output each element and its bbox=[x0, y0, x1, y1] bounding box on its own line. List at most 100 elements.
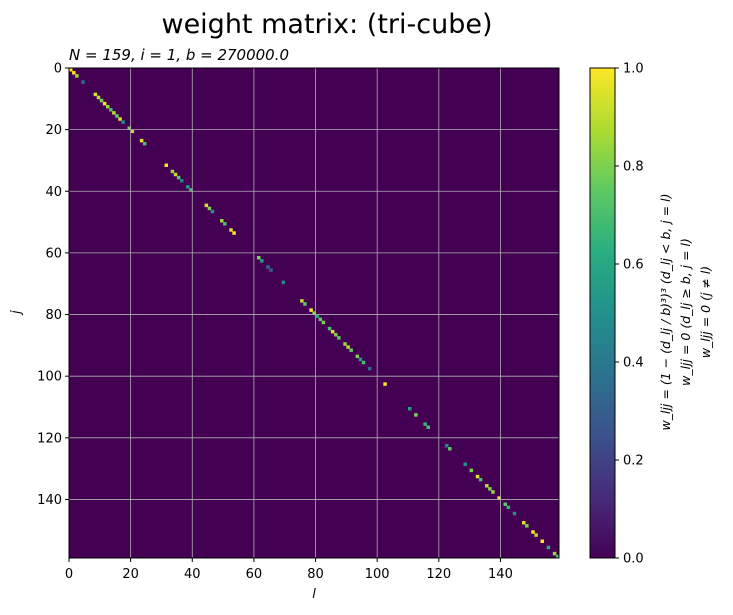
diagonal-cell bbox=[321, 320, 326, 325]
diagonal-cell bbox=[485, 484, 489, 488]
diagonal-cell bbox=[105, 104, 110, 109]
colorbar-label-line-3: w_ljj = 0 (j ≠ l) bbox=[698, 266, 713, 358]
y-tick-label: 40 bbox=[45, 185, 62, 200]
diagonal-cell bbox=[478, 477, 483, 482]
diagonal-cell bbox=[522, 521, 526, 525]
diagonal-cell bbox=[503, 502, 508, 507]
diagonal-cell bbox=[361, 360, 366, 365]
x-axis-ticks: 0 20 40 60 80 100 120 140 bbox=[65, 558, 513, 582]
y-tick-label: 20 bbox=[45, 123, 62, 138]
diagonal-cell bbox=[531, 530, 535, 534]
diagonal-cell bbox=[96, 95, 101, 100]
diagonal-cell bbox=[170, 169, 175, 174]
colorbar-tick-label: 0.2 bbox=[623, 454, 644, 469]
diagonal-cell bbox=[488, 487, 492, 491]
diagonal-cell bbox=[327, 326, 332, 331]
plot-frame bbox=[68, 67, 560, 559]
diagonal-cell bbox=[414, 413, 418, 417]
colorbar-ticks: 0.0 0.2 0.4 0.6 0.8 1.0 bbox=[615, 62, 644, 567]
chart-subtitle: N = 159, i = 1, b = 270000.0 bbox=[69, 46, 289, 64]
diagonal-cell bbox=[93, 92, 98, 97]
diagonal-cell bbox=[102, 101, 107, 106]
x-tick-label: 140 bbox=[488, 567, 513, 582]
diagonal-cell bbox=[207, 206, 212, 211]
diagonal-cell bbox=[506, 505, 511, 510]
diagonal-cell bbox=[512, 511, 517, 516]
diagonal-cell bbox=[142, 141, 147, 146]
diagonal-cell bbox=[139, 138, 144, 143]
x-tick-label: 80 bbox=[307, 567, 324, 582]
diagonal-cell bbox=[355, 354, 360, 359]
diagonal-cell bbox=[121, 120, 125, 124]
diagonal-cell bbox=[75, 74, 79, 78]
diagonal-cell bbox=[525, 524, 529, 528]
diagonal-cell bbox=[164, 163, 169, 168]
y-tick-label: 0 bbox=[54, 62, 62, 77]
diagonal-cell bbox=[346, 345, 350, 349]
diagonal-cell bbox=[69, 68, 73, 72]
diagonal-cell bbox=[491, 490, 495, 494]
y-tick-label: 120 bbox=[37, 431, 62, 446]
x-tick-label: 0 bbox=[65, 567, 73, 582]
diagonal-cell bbox=[210, 209, 215, 214]
diagonal-cell bbox=[223, 222, 227, 226]
colorbar-tick-label: 1.0 bbox=[623, 62, 644, 77]
diagonal-cell bbox=[555, 554, 560, 559]
colorbar-tick-label: 0.4 bbox=[623, 356, 644, 371]
x-tick-label: 100 bbox=[365, 567, 390, 582]
colorbar-tick-label: 0.8 bbox=[623, 160, 644, 175]
diagonal-cell bbox=[189, 188, 193, 192]
diagonal-cell bbox=[220, 219, 224, 223]
diagonal-cell bbox=[475, 474, 480, 479]
diagonal-cell bbox=[72, 71, 76, 75]
chart-title: weight matrix: (tri-cube) bbox=[161, 9, 492, 40]
diagonal-cell bbox=[232, 231, 236, 235]
diagonal-cell bbox=[444, 443, 449, 448]
x-tick-label: 120 bbox=[426, 567, 451, 582]
diagonal-cell bbox=[383, 382, 387, 386]
colorbar-tick-label: 0.0 bbox=[623, 552, 644, 567]
diagonal-cell bbox=[337, 336, 341, 340]
y-tick-label: 100 bbox=[37, 370, 62, 385]
diagonal-cell bbox=[281, 280, 286, 285]
x-tick-label: 60 bbox=[246, 567, 263, 582]
diagonal-cell bbox=[176, 175, 181, 180]
diagonal-cell bbox=[318, 317, 323, 322]
diagonal-cell bbox=[463, 462, 467, 466]
colorbar-label-line-2: w_ljj = 0 (d_lj ≥ b, j = l) bbox=[678, 238, 693, 386]
diagonal-cell bbox=[334, 333, 338, 337]
x-tick-label: 40 bbox=[184, 567, 201, 582]
diagonal-cell bbox=[426, 425, 430, 429]
heatmap-cells bbox=[69, 68, 560, 559]
x-tick-label: 20 bbox=[122, 567, 139, 582]
y-tick-label: 80 bbox=[45, 308, 62, 323]
diagonal-cell bbox=[266, 265, 270, 269]
diagonal-cell bbox=[127, 126, 132, 131]
diagonal-cell bbox=[552, 551, 557, 556]
diagonal-cell bbox=[540, 539, 544, 543]
diagonal-cell bbox=[115, 114, 119, 118]
diagonal-cell bbox=[269, 268, 273, 272]
y-tick-label: 140 bbox=[37, 493, 62, 508]
diagonal-cell bbox=[309, 308, 313, 312]
diagonal-cell bbox=[330, 329, 335, 334]
diagonal-cell bbox=[112, 111, 116, 115]
diagonal-cell bbox=[81, 80, 85, 84]
diagonal-cell bbox=[497, 496, 501, 500]
diagonal-cell bbox=[229, 228, 233, 232]
diagonal-cell bbox=[448, 447, 452, 451]
colorbar-tick-label: 0.6 bbox=[623, 258, 644, 273]
y-axis-ticks: 0 20 40 60 80 100 120 140 bbox=[37, 62, 69, 508]
diagonal-cell bbox=[423, 422, 427, 426]
diagonal-cell bbox=[349, 348, 353, 352]
diagonal-cell bbox=[546, 545, 551, 550]
colorbar bbox=[589, 67, 616, 559]
diagonal-cell bbox=[109, 108, 113, 112]
diagonal-cell bbox=[256, 255, 261, 260]
diagonal-cell bbox=[469, 468, 474, 473]
diagonal-cell bbox=[130, 129, 135, 134]
diagonal-cell bbox=[118, 117, 122, 121]
y-axis-label: j bbox=[9, 310, 24, 316]
